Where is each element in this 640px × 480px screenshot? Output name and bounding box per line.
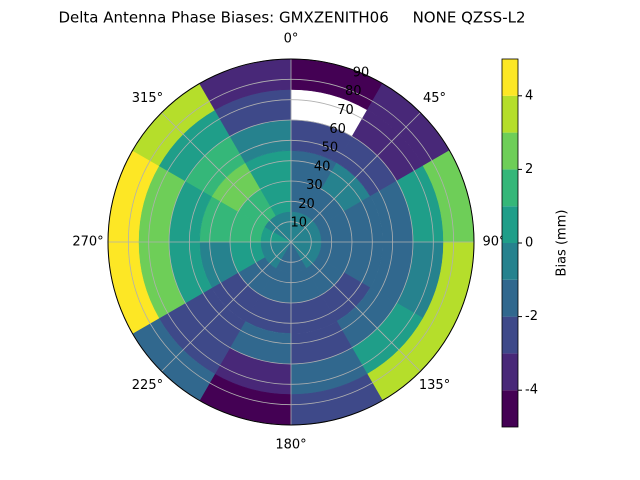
theta-tick-label: 0°: [284, 32, 299, 47]
r-tick-label: 40: [314, 159, 331, 174]
colorbar-swatch: [502, 95, 518, 133]
theta-tick-label: 225°: [132, 378, 163, 393]
chart-title: Delta Antenna Phase Biases: GMXZENITH06 …: [58, 9, 525, 27]
r-tick-label: 10: [291, 216, 308, 231]
colorbar-swatch: [502, 206, 518, 243]
colorbar-tick-label: 2: [525, 162, 533, 177]
theta-tick-label: 270°: [72, 235, 103, 250]
colorbar-swatch: [502, 243, 518, 280]
r-tick-label: 80: [345, 84, 362, 99]
colorbar-tick-label: -2: [525, 309, 538, 324]
theta-tick-label: 135°: [419, 378, 450, 393]
r-tick-label: 20: [298, 197, 315, 212]
r-tick-label: 30: [306, 178, 323, 193]
theta-tick-label: 45°: [423, 91, 446, 106]
colorbar-swatch: [502, 59, 518, 96]
r-tick-label: 90: [353, 65, 370, 80]
colorbar-tick-label: 0: [525, 236, 533, 251]
grid-spoke: [290, 241, 421, 372]
r-tick-label: 60: [329, 122, 346, 137]
colorbar-swatch: [502, 390, 518, 427]
colorbar-tick-label: 4: [525, 88, 533, 103]
colorbar-swatch: [502, 132, 518, 170]
colorbar-swatch: [502, 316, 518, 354]
colorbar-swatch: [502, 353, 518, 391]
r-tick-label: 50: [322, 141, 339, 156]
colorbar-tick-label: -4: [525, 383, 538, 398]
r-tick-label: 70: [337, 103, 354, 118]
colorbar-swatch: [502, 169, 518, 207]
grid-spoke: [161, 241, 292, 372]
theta-tick-label: 315°: [132, 91, 163, 106]
grid-spoke: [290, 112, 421, 243]
grid-spoke: [161, 112, 292, 243]
theta-tick-label: 180°: [275, 438, 306, 453]
polar-frame: [107, 58, 475, 426]
colorbar-label: Bias (mm): [555, 210, 570, 277]
theta-tick-label: 90°: [482, 235, 505, 250]
colorbar-swatch: [502, 279, 518, 317]
